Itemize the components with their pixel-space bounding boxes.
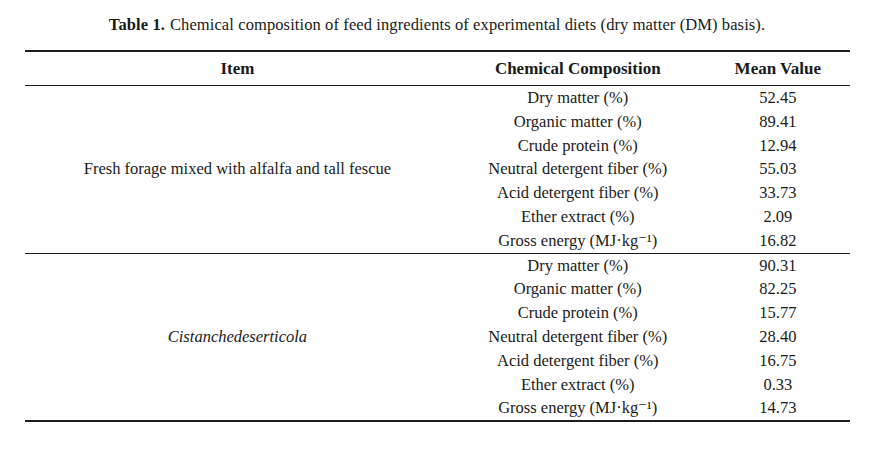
composition-cell: Dry matter (%) <box>450 86 706 110</box>
header-item: Item <box>25 51 450 86</box>
value-cell: 89.41 <box>706 110 850 134</box>
header-row: Item Chemical Composition Mean Value <box>25 51 850 86</box>
table-row: Cistanchedeserticola Dry matter (%) 90.3… <box>25 253 850 277</box>
value-cell: 14.73 <box>706 396 850 421</box>
value-cell: 82.25 <box>706 277 850 301</box>
value-cell: 55.03 <box>706 157 850 181</box>
header-chemical-composition: Chemical Composition <box>450 51 706 86</box>
value-cell: 33.73 <box>706 181 850 205</box>
composition-cell: Gross energy (MJ·kg⁻¹) <box>450 396 706 421</box>
table-header: Item Chemical Composition Mean Value <box>25 51 850 86</box>
composition-cell: Organic matter (%) <box>450 277 706 301</box>
composition-cell: Gross energy (MJ·kg⁻¹) <box>450 229 706 253</box>
value-cell: 28.40 <box>706 325 850 349</box>
composition-cell: Crude protein (%) <box>450 134 706 158</box>
group-fresh-forage: Fresh forage mixed with alfalfa and tall… <box>25 86 850 254</box>
group-cistanche-deserticola: Cistanchedeserticola Dry matter (%) 90.3… <box>25 253 850 421</box>
value-cell: 12.94 <box>706 134 850 158</box>
composition-cell: Acid detergent fiber (%) <box>450 349 706 373</box>
value-cell: 15.77 <box>706 301 850 325</box>
composition-cell: Organic matter (%) <box>450 110 706 134</box>
table-row: Fresh forage mixed with alfalfa and tall… <box>25 86 850 110</box>
value-cell: 90.31 <box>706 253 850 277</box>
item-cell: Fresh forage mixed with alfalfa and tall… <box>25 86 450 254</box>
composition-cell: Acid detergent fiber (%) <box>450 181 706 205</box>
composition-cell: Crude protein (%) <box>450 301 706 325</box>
table-caption-label: Table 1. <box>109 15 165 34</box>
item-cell: Cistanchedeserticola <box>25 253 450 421</box>
composition-cell: Ether extract (%) <box>450 205 706 229</box>
value-cell: 2.09 <box>706 205 850 229</box>
header-mean-value: Mean Value <box>706 51 850 86</box>
composition-cell: Neutral detergent fiber (%) <box>450 325 706 349</box>
composition-cell: Dry matter (%) <box>450 253 706 277</box>
value-cell: 16.75 <box>706 349 850 373</box>
composition-cell: Ether extract (%) <box>450 373 706 397</box>
value-cell: 16.82 <box>706 229 850 253</box>
table-caption-text: Chemical composition of feed ingredients… <box>170 15 765 34</box>
value-cell: 52.45 <box>706 86 850 110</box>
table-caption: Table 1. Chemical composition of feed ing… <box>18 13 856 37</box>
page: Table 1. Chemical composition of feed ing… <box>0 0 874 453</box>
chemical-composition-table: Item Chemical Composition Mean Value Fre… <box>25 50 850 422</box>
value-cell: 0.33 <box>706 373 850 397</box>
composition-cell: Neutral detergent fiber (%) <box>450 157 706 181</box>
